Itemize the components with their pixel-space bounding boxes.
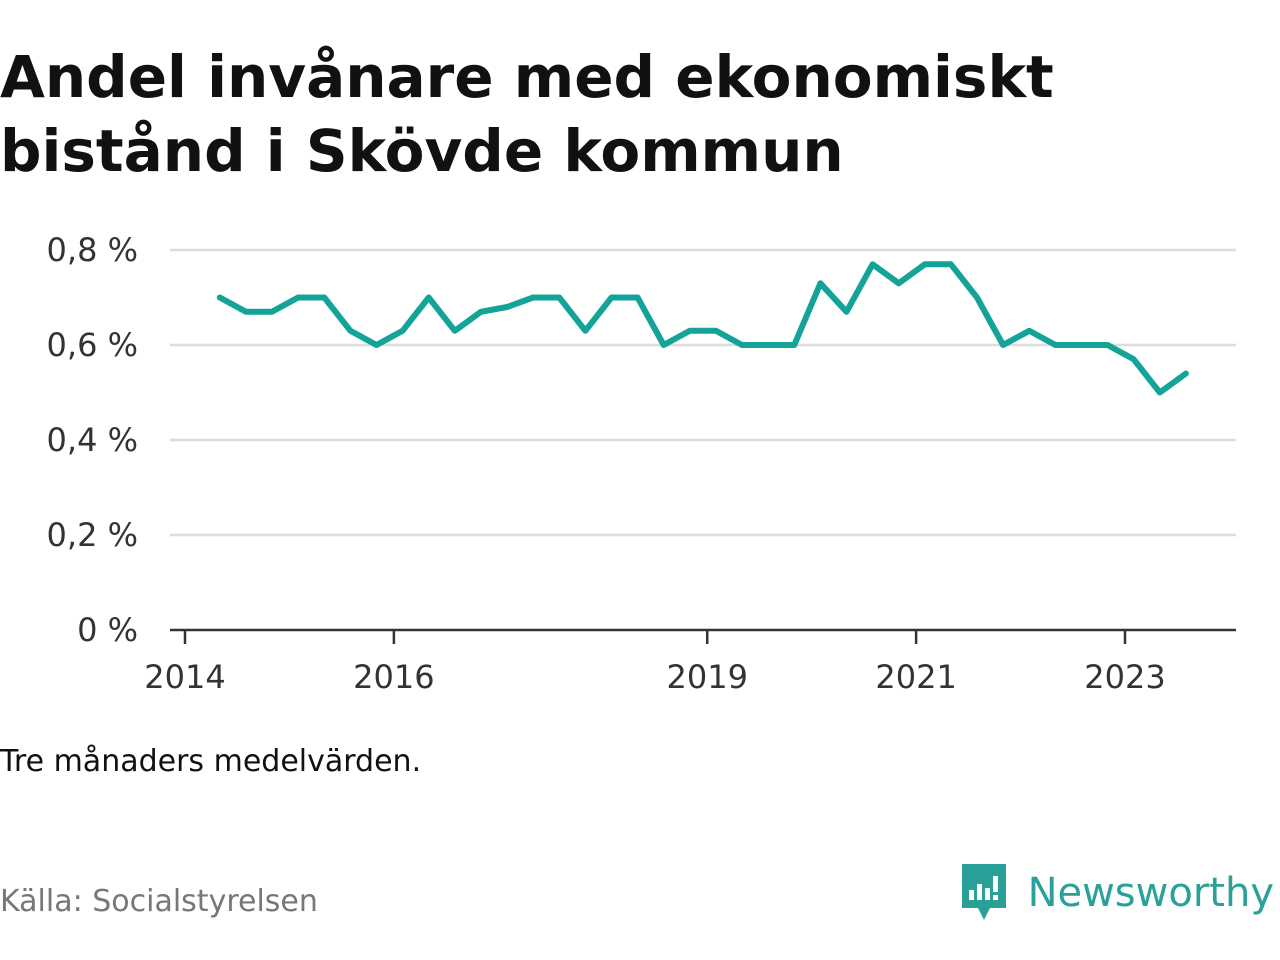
brand-name: Newsworthy: [1027, 870, 1274, 916]
data-point: [269, 309, 275, 315]
data-point: [870, 261, 876, 267]
data-point: [217, 295, 223, 301]
x-tick-label: 2016: [353, 658, 434, 696]
newsworthy-logo-icon: [961, 864, 1006, 920]
data-point: [791, 342, 797, 348]
y-tick-label: 0 %: [77, 611, 138, 649]
data-point: [844, 309, 850, 315]
data-point: [635, 295, 641, 301]
data-point: [817, 280, 823, 286]
data-point: [530, 295, 536, 301]
series-line: [216, 261, 1189, 396]
data-point: [295, 295, 301, 301]
data-point: [1105, 342, 1111, 348]
data-point: [896, 280, 902, 286]
data-point: [609, 295, 615, 301]
chart-title: Andel invånare med ekonomiskt bistånd i …: [0, 43, 1054, 185]
x-axis-ticks: 2014 2016 2019 2021 2023: [144, 630, 1166, 696]
x-tick-label: 2021: [875, 658, 956, 696]
data-point: [1052, 342, 1058, 348]
data-point: [374, 342, 380, 348]
chart-note: Tre månaders medelvärden.: [0, 744, 422, 779]
data-point: [687, 328, 693, 334]
brand-logo: Newsworthy: [958, 862, 1274, 924]
data-point: [321, 295, 327, 301]
line-chart: 0 % 0,2 % 0,4 % 0,6 % 0,8 % 2014 2016 2019 2021…: [47, 231, 1236, 696]
data-point: [922, 261, 928, 267]
data-point: [739, 342, 745, 348]
data-point: [582, 328, 588, 334]
x-tick-label: 2019: [667, 658, 748, 696]
data-point: [713, 328, 719, 334]
y-tick-label: 0,4 %: [47, 421, 138, 459]
data-point: [504, 304, 510, 310]
data-point: [1157, 390, 1163, 396]
data-point: [243, 309, 249, 315]
x-tick-label: 2014: [144, 658, 225, 696]
data-point: [556, 295, 562, 301]
data-point: [661, 342, 667, 348]
data-point: [426, 295, 432, 301]
data-point: [948, 261, 954, 267]
data-point: [1131, 356, 1137, 362]
data-point: [974, 295, 980, 301]
data-point: [1000, 342, 1006, 348]
data-point: [400, 328, 406, 334]
data-point: [1079, 342, 1085, 348]
data-point: [478, 309, 484, 315]
y-tick-label: 0,6 %: [47, 326, 138, 364]
y-axis-ticks: 0 % 0,2 % 0,4 % 0,6 % 0,8 %: [47, 231, 138, 649]
y-tick-label: 0,8 %: [47, 231, 138, 269]
data-point: [1026, 328, 1032, 334]
x-tick-label: 2023: [1084, 658, 1165, 696]
data-point: [1183, 371, 1189, 377]
y-tick-label: 0,2 %: [47, 516, 138, 554]
grid-lines: [170, 248, 1236, 537]
data-point: [347, 328, 353, 334]
source-text: Källa: Socialstyrelsen: [0, 884, 318, 919]
data-point: [452, 328, 458, 334]
data-point: [765, 342, 771, 348]
